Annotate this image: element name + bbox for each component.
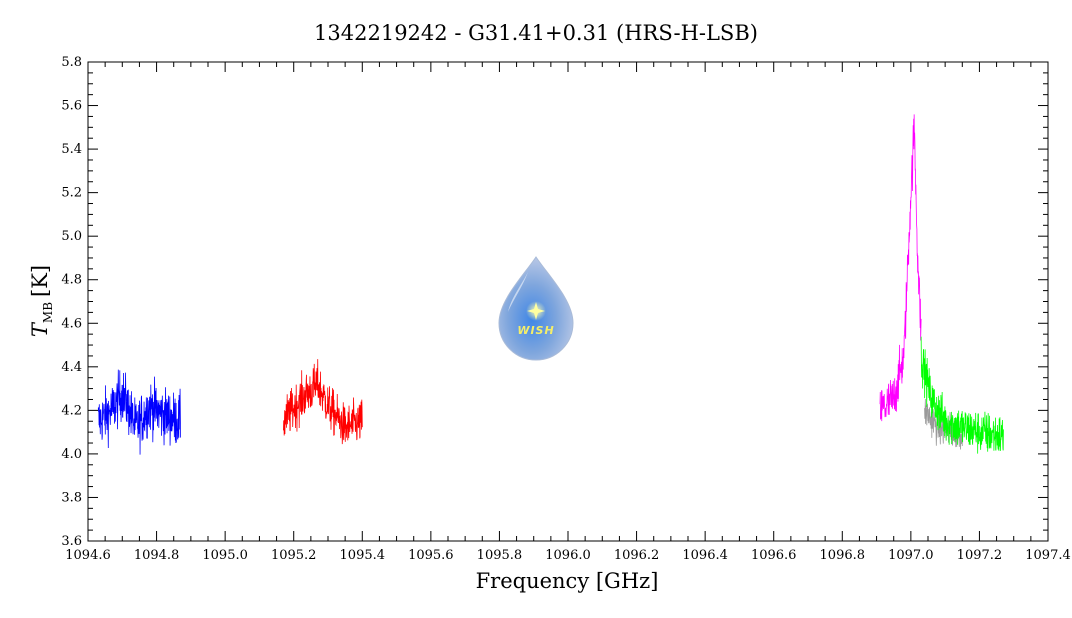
x-tick-label: 1095.8: [477, 548, 523, 563]
y-tick-labels: 3.6 3.8 4.0 4.2 4.4 4.6 4.8 5.0 5.2 5.4 5.6 5.8: [61, 55, 82, 549]
y-tick-label: 5.4: [61, 142, 82, 157]
x-tick-label: 1096.4: [682, 548, 728, 563]
y-tick-label: 4.4: [61, 360, 82, 375]
x-axis-label: Frequency [GHz]: [476, 569, 659, 593]
y-tick-label: 4.0: [61, 447, 82, 462]
x-tick-label: 1096.6: [751, 548, 797, 563]
x-tick-label: 1096.2: [614, 548, 660, 563]
y-tick-label: 5.2: [61, 186, 82, 201]
y-tick-label: 5.6: [61, 99, 82, 114]
spectrum-trace-2: [879, 114, 922, 422]
x-tick-label: 1094.8: [134, 548, 180, 563]
y-axis-label: TMB[K]: [28, 265, 55, 337]
x-tick-label: 1096.0: [545, 548, 591, 563]
y-tick-label: 5.0: [61, 229, 82, 244]
wish-logo: WISH: [498, 256, 574, 361]
y-tick-label: 5.8: [61, 55, 82, 70]
logo-text: WISH: [517, 324, 554, 337]
x-tick-label: 1095.4: [340, 548, 386, 563]
x-tick-label: 1096.8: [820, 548, 866, 563]
x-tick-label: 1095.2: [271, 548, 317, 563]
star-icon: [527, 302, 545, 320]
chart-title: 1342219242 - G31.41+0.31 (HRS-H-LSB): [314, 21, 758, 45]
spectrum-trace-1: [283, 359, 363, 445]
x-tick-label: 1097.4: [1025, 548, 1071, 563]
x-tick-labels: 1094.6 1094.8 1095.0 1095.2 1095.4 1095.6 1095…: [65, 548, 1071, 563]
axis-ticks: [87, 61, 1049, 542]
y-tick-label: 4.8: [61, 273, 82, 288]
y-tick-label: 4.2: [61, 403, 82, 418]
plot-frame: [87, 61, 1049, 542]
y-tick-label: 4.6: [61, 316, 82, 331]
y-tick-label: 3.8: [61, 490, 82, 505]
spectrum-trace-0: [97, 369, 181, 455]
spectrum-series: [97, 114, 1004, 455]
x-tick-label: 1095.6: [408, 548, 454, 563]
x-tick-label: 1095.0: [202, 548, 248, 563]
y-tick-label: 3.6: [61, 534, 82, 549]
spectrum-trace-3: [920, 336, 1004, 454]
x-tick-label: 1097.2: [957, 548, 1003, 563]
x-tick-label: 1094.6: [65, 548, 111, 563]
x-tick-label: 1097.0: [888, 548, 934, 563]
